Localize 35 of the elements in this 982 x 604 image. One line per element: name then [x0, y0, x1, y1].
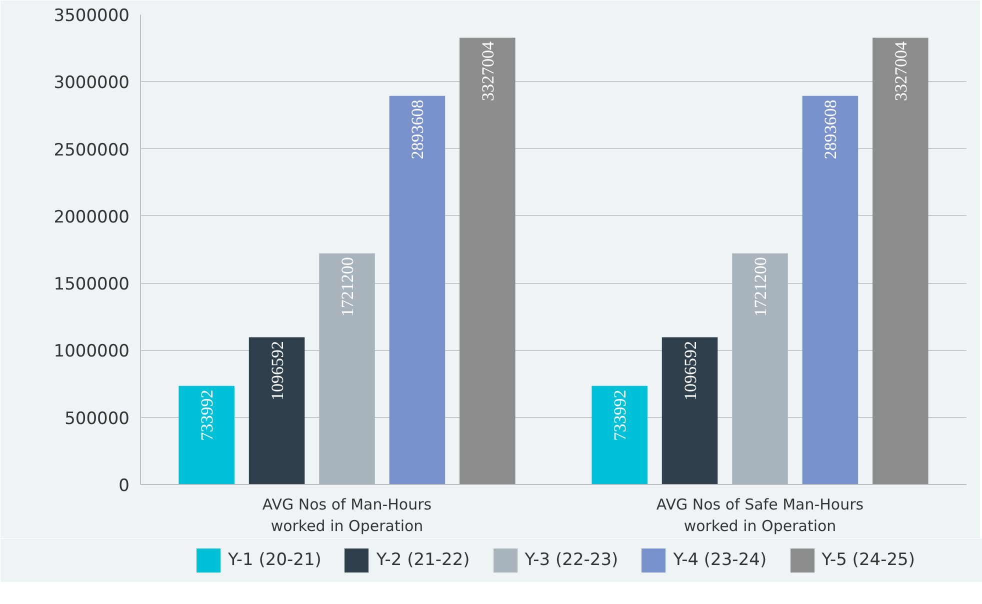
data-label: 2893608	[821, 100, 840, 160]
bar	[662, 337, 718, 484]
bar	[389, 96, 446, 484]
legend-label: Y-1 (20-21)	[228, 550, 322, 570]
data-label: 733992	[198, 390, 217, 441]
data-label: 733992	[610, 390, 630, 441]
bar	[178, 386, 234, 484]
bar	[592, 386, 648, 484]
y-tick-label: 3500000	[54, 6, 130, 26]
data-label: 1721200	[338, 257, 357, 317]
legend-label: Y-4 (23-24)	[673, 550, 767, 570]
y-tick-label: 1500000	[54, 274, 130, 295]
bar	[319, 253, 375, 484]
y-tick-label: 1000000	[54, 342, 130, 362]
x-tick-label: AVG Nos of Man-Hours worked in Operation	[262, 496, 432, 536]
bar	[248, 337, 305, 484]
data-label: 2893608	[408, 100, 428, 160]
bar	[732, 253, 788, 484]
data-label: 1721200	[751, 257, 770, 317]
y-tick-label: 0	[118, 476, 130, 496]
bar	[802, 96, 858, 484]
data-label: 1096592	[268, 341, 287, 401]
legend-label: Y-5 (24-25)	[822, 550, 915, 570]
y-tick-label: 500000	[64, 408, 130, 429]
bar	[460, 38, 516, 484]
data-label: 3327004	[478, 40, 498, 101]
y-tick-label: 3000000	[54, 73, 130, 94]
legend-label: Y-3 (22-23)	[524, 550, 618, 570]
x-tick-label: AVG Nos of Safe Man-Hours worked in Operation	[656, 496, 864, 536]
bar	[872, 38, 928, 484]
legend-label: Y-2 (21-22)	[376, 550, 470, 570]
data-label: 3327004	[891, 40, 910, 101]
y-tick-label: 2500000	[54, 140, 130, 160]
y-tick-label: 2000000	[54, 207, 130, 228]
data-label: 1096592	[680, 341, 700, 401]
